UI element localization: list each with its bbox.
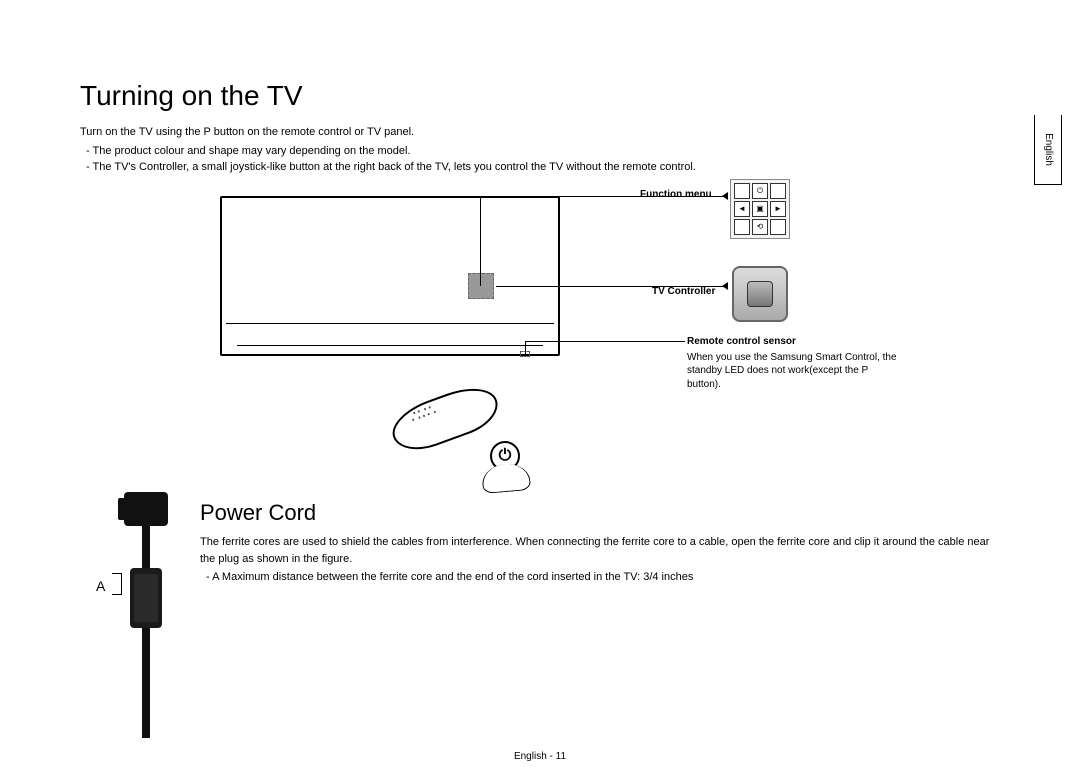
page-title: Turning on the TV [80, 80, 1000, 112]
power-cord-body: The ferrite cores are used to shield the… [200, 534, 1000, 586]
leader-line [525, 341, 526, 356]
controller-on-tv-icon [468, 273, 494, 299]
tv-bezel-line [226, 323, 554, 324]
tv-diagram: Function menu ⏻ ◄ ▣ ► ⟲ TV Controller Re… [220, 191, 900, 491]
leader-line [480, 196, 481, 286]
section-power-cord: A Power Cord The ferrite cores are used … [80, 500, 1000, 586]
page-footer: English - 11 [0, 751, 1080, 762]
bullet-2: The TV's Controller, a small joystick-li… [98, 159, 1000, 176]
power-cord-bullet: A Maximum distance between the ferrite c… [218, 569, 1000, 586]
menu-cell: ⏻ [752, 183, 768, 199]
tv-controller-inner [747, 281, 773, 307]
menu-cell [734, 219, 750, 235]
arrow-icon [722, 192, 728, 200]
menu-cell: ▣ [752, 201, 768, 217]
language-tab: English [1034, 115, 1062, 185]
function-menu-label: Function menu [640, 189, 712, 200]
tv-outline [220, 196, 560, 356]
remote-sensor-text: When you use the Samsung Smart Control, … [687, 351, 897, 392]
menu-cell: ◄ [734, 201, 750, 217]
menu-cell: ► [770, 201, 786, 217]
tv-controller-label: TV Controller [652, 286, 715, 297]
tv-stand-line [237, 345, 543, 346]
menu-cell [770, 183, 786, 199]
hand-icon [481, 461, 531, 493]
intro-text: Turn on the TV using the P button on the… [80, 124, 1000, 141]
menu-cell [734, 183, 750, 199]
language-tab-label: English [1043, 133, 1054, 166]
power-cord-title: Power Cord [200, 500, 1000, 526]
power-cord-paragraph: The ferrite cores are used to shield the… [200, 534, 1000, 567]
remote-sensor-label: Remote control sensor [687, 336, 796, 347]
function-menu-icon: ⏻ ◄ ▣ ► ⟲ [730, 179, 790, 239]
leader-line [525, 341, 685, 342]
power-cord-bullets: A Maximum distance between the ferrite c… [200, 569, 1000, 586]
dimension-a-bracket [112, 573, 122, 595]
power-cord-illustration: A [90, 488, 190, 738]
tv-controller-icon [732, 266, 788, 322]
remote-illustration: ∴∵∴ ⏻ [370, 386, 550, 486]
intro-bullets: The product colour and shape may vary de… [80, 143, 1000, 176]
arrow-icon [722, 282, 728, 290]
bullet-1: The product colour and shape may vary de… [98, 143, 1000, 160]
dimension-a-label: A [96, 578, 105, 594]
remote-body-icon [386, 378, 505, 458]
menu-cell: ⟲ [752, 219, 768, 235]
power-cord-svg [90, 488, 190, 738]
menu-cell [770, 219, 786, 235]
section-turning-on: Turning on the TV Turn on the TV using t… [80, 80, 1000, 491]
